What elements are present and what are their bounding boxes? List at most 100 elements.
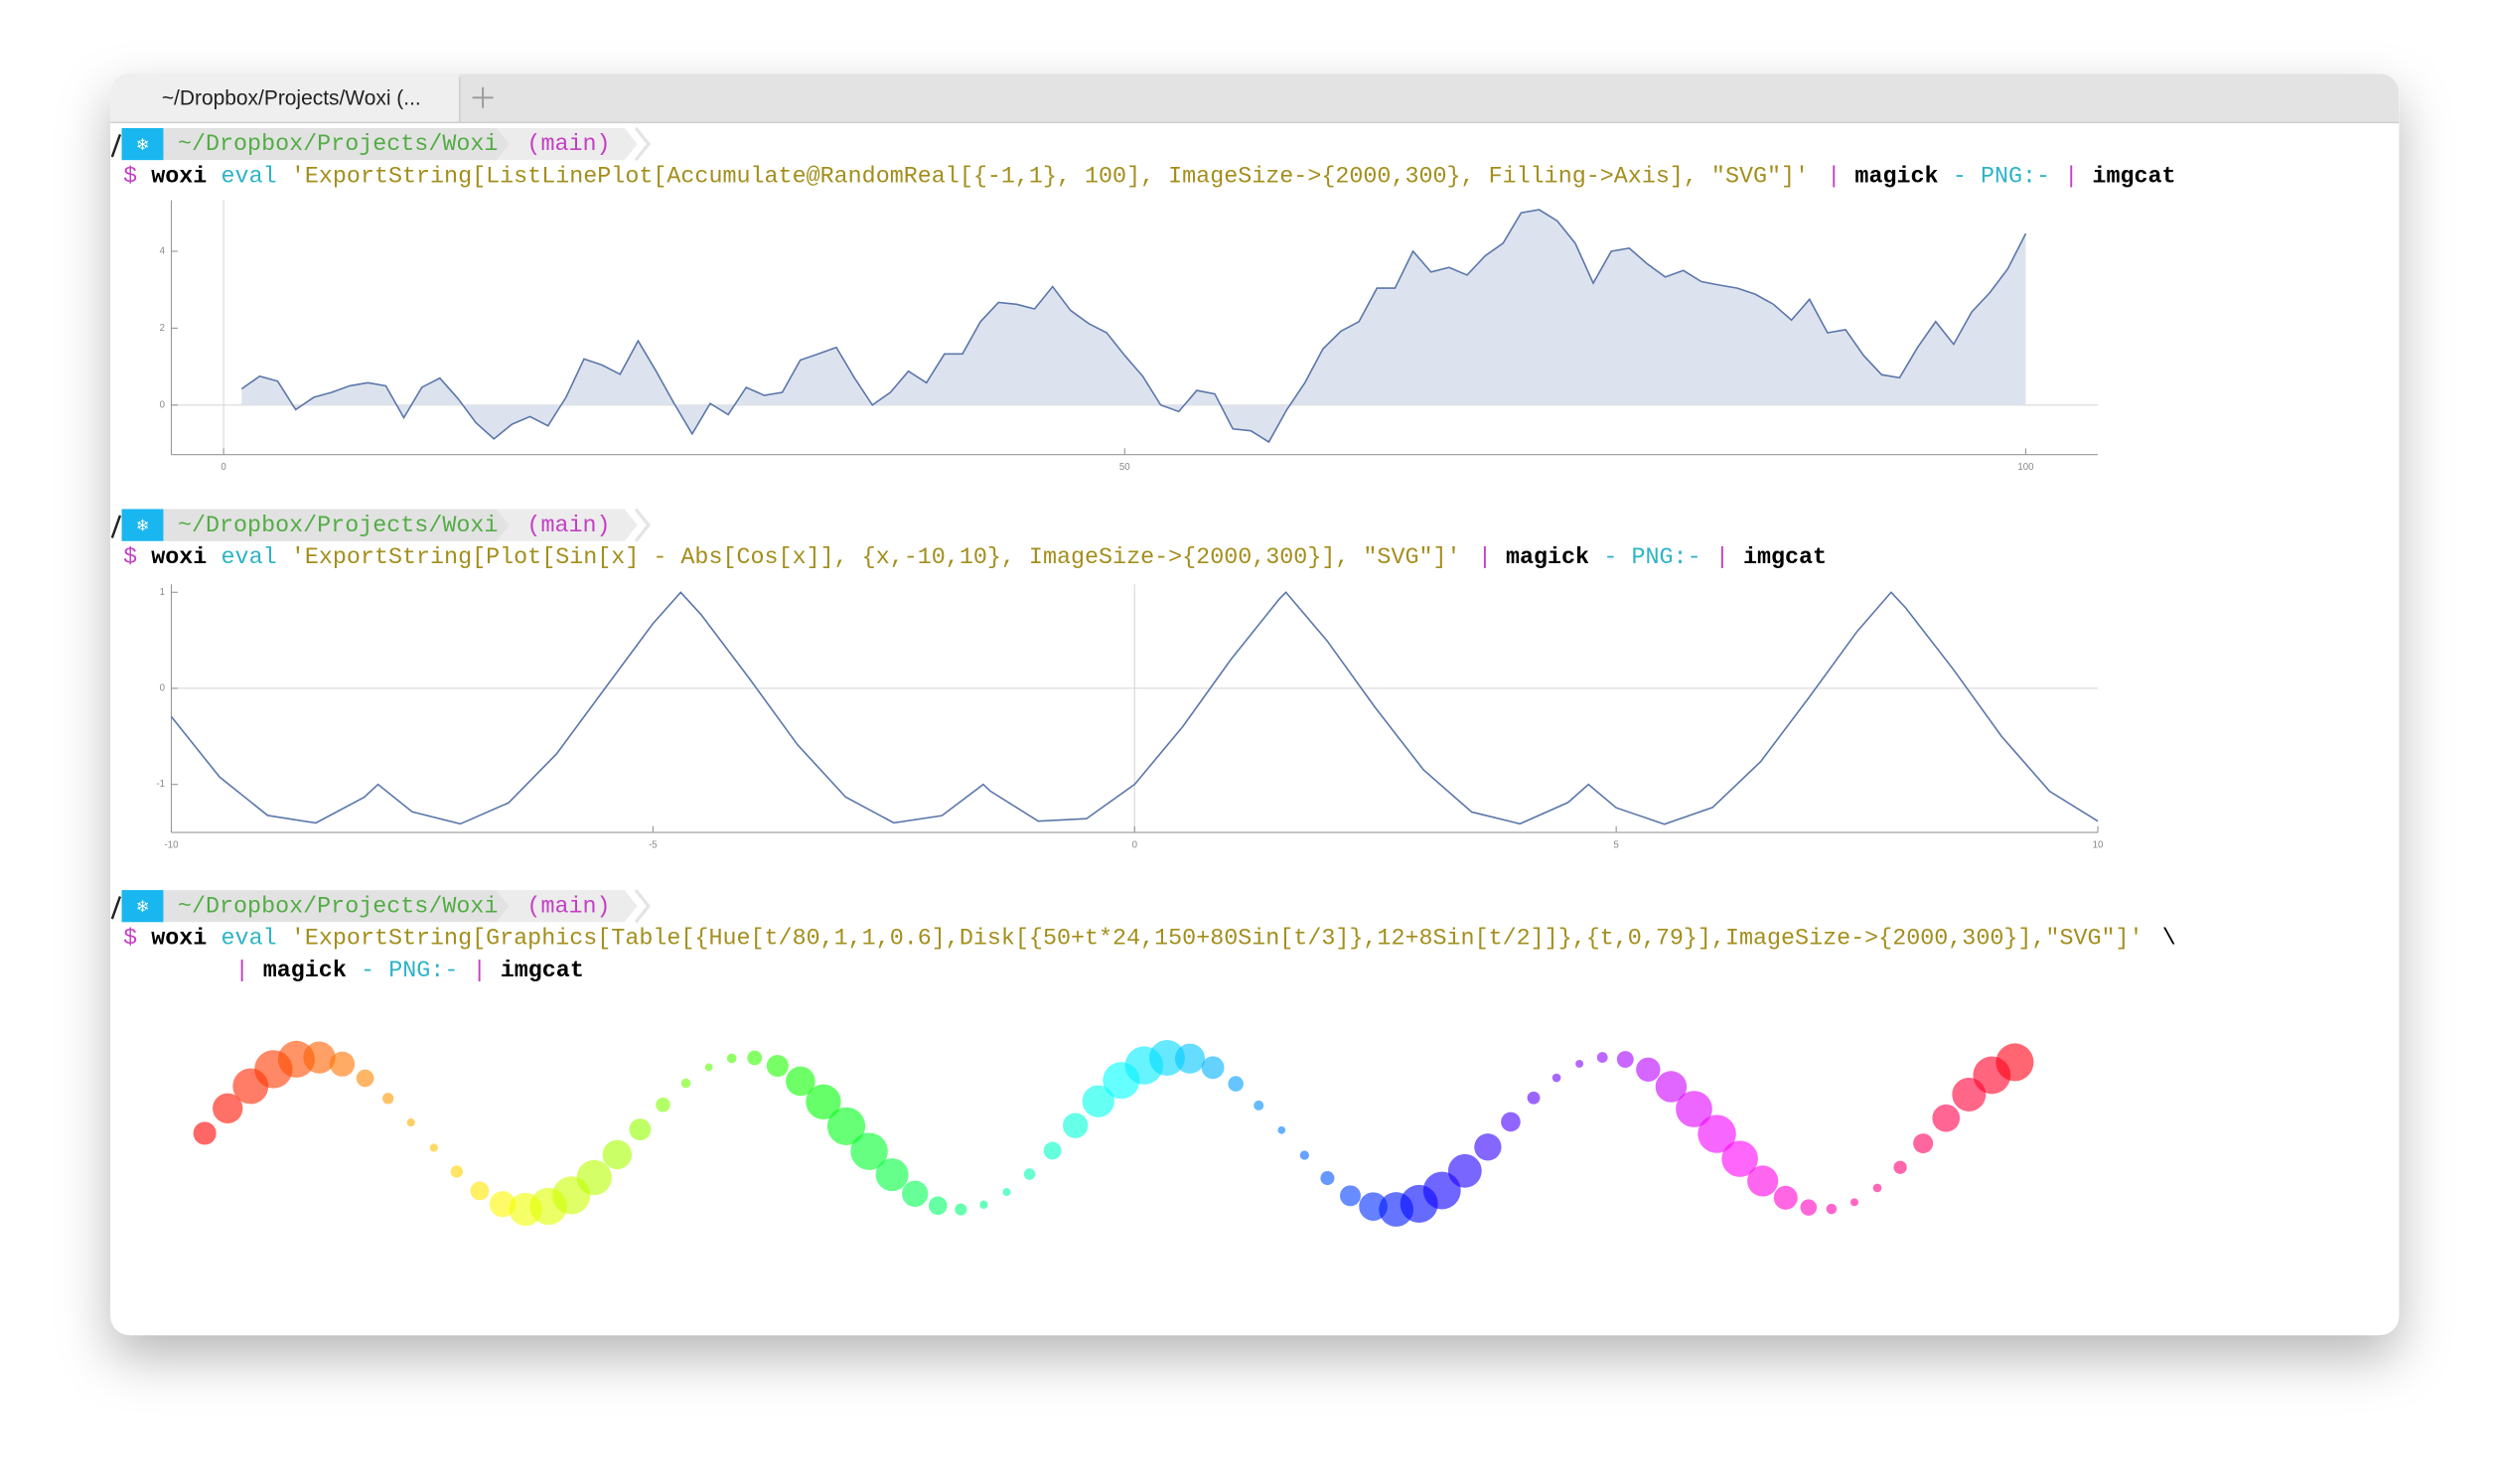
prompt-chevron <box>634 889 652 924</box>
prompt-branch: (main) <box>526 132 610 158</box>
disk <box>1655 1071 1688 1103</box>
disk <box>406 1118 415 1127</box>
command-token: | <box>1478 545 1492 571</box>
command-token: eval <box>222 545 277 571</box>
prompt-icon: ❄ <box>136 136 150 154</box>
disk <box>656 1097 670 1113</box>
prompt-icon-bg <box>121 890 164 923</box>
disk <box>1082 1085 1114 1117</box>
y-tick-label: 1 <box>160 587 165 598</box>
disk <box>1850 1198 1858 1207</box>
prompt-icon-bg <box>121 509 164 541</box>
disk <box>1254 1100 1264 1111</box>
disk <box>303 1041 336 1074</box>
disk <box>1422 1171 1461 1210</box>
prompt-icon: ❄ <box>136 517 150 534</box>
command-token: magick <box>1506 545 1589 571</box>
prompt-path: ~/Dropbox/Projects/Woxi <box>178 132 498 158</box>
disk <box>1995 1043 2034 1082</box>
command-token: | <box>235 959 249 984</box>
disk <box>1277 1125 1286 1134</box>
terminal: ❄ ~/Dropbox/Projects/Woxi (main) $ woxi eval '… <box>110 126 2176 984</box>
command-token: PNG:- <box>1981 164 2050 190</box>
disk <box>429 1143 438 1152</box>
disk <box>704 1063 713 1072</box>
command-token: imgcat <box>1743 545 1827 571</box>
prompt-branch-bg <box>493 890 638 923</box>
command-token: $ <box>123 927 137 953</box>
prompt-edge <box>110 133 122 158</box>
x-tick-label: -10 <box>165 839 179 850</box>
disk <box>1002 1188 1011 1197</box>
command-token: magick <box>263 959 347 984</box>
disk <box>826 1107 866 1145</box>
disk <box>213 1093 243 1123</box>
disk <box>928 1196 948 1216</box>
disk <box>1320 1171 1335 1186</box>
prompt-branch: (main) <box>526 894 610 920</box>
disk <box>576 1159 612 1196</box>
disk <box>1932 1104 1961 1132</box>
y-tick-label: -1 <box>156 779 165 790</box>
disk <box>1043 1141 1062 1160</box>
disk <box>1447 1153 1482 1188</box>
disk <box>806 1084 841 1119</box>
disk <box>470 1181 490 1201</box>
command-token: PNG:- <box>1631 545 1700 571</box>
command-token: woxi <box>151 927 207 953</box>
command-token: imgcat <box>501 959 584 984</box>
command-token: \ <box>2162 927 2176 953</box>
tab[interactable] <box>110 74 460 124</box>
command-token: eval <box>222 164 277 190</box>
line <box>170 591 2099 825</box>
y-tick-label: 4 <box>160 245 166 256</box>
x-tick-label: -5 <box>649 839 658 850</box>
disk <box>1527 1091 1541 1105</box>
x-tick-label: 5 <box>1613 839 1618 850</box>
new-tab-button[interactable] <box>472 86 494 108</box>
disk <box>450 1165 464 1178</box>
disk <box>1676 1091 1712 1127</box>
prompt-path-bg <box>163 509 510 541</box>
command-token: 'ExportString[Graphics[Table[{Hue[t/80,1… <box>291 927 2143 953</box>
prompt-path: ~/Dropbox/Projects/Woxi <box>178 894 498 920</box>
command-token: $ <box>123 164 137 190</box>
x-tick-label: 50 <box>1119 462 1130 473</box>
disk <box>902 1180 929 1207</box>
disk <box>1023 1168 1036 1180</box>
prompt-path-bg <box>163 890 510 923</box>
disk <box>193 1121 217 1145</box>
command-token: - <box>361 959 374 984</box>
command-token: - <box>1953 164 1967 190</box>
disk <box>382 1093 394 1105</box>
area-fill <box>241 210 2026 442</box>
disk <box>1148 1040 1185 1076</box>
disk <box>1596 1052 1608 1063</box>
disk <box>1228 1076 1244 1092</box>
command-token: | <box>1827 164 1841 190</box>
command-token: 'ExportString[ListLinePlot[Accumulate@Ra… <box>291 164 1809 190</box>
disk <box>329 1051 356 1077</box>
disk <box>1913 1133 1934 1154</box>
prompt-path: ~/Dropbox/Projects/Woxi <box>178 514 498 539</box>
prompt-icon-bg <box>121 127 164 161</box>
y-tick-label: 2 <box>160 323 165 334</box>
disk <box>850 1132 888 1170</box>
prompt-icon: ❄ <box>136 898 150 916</box>
disk <box>1616 1051 1634 1068</box>
disk <box>1800 1199 1818 1216</box>
disk <box>955 1203 967 1216</box>
x-tick-label: 0 <box>1132 839 1137 850</box>
disk <box>1773 1185 1798 1210</box>
y-tick-label: 0 <box>160 399 165 410</box>
disk <box>1340 1185 1361 1207</box>
x-tick-label: 10 <box>2093 839 2104 850</box>
prompt-branch: (main) <box>526 514 610 539</box>
command-token: $ <box>123 545 137 571</box>
disk <box>1551 1073 1561 1083</box>
command-token: woxi <box>151 545 207 571</box>
prompt-branch-bg <box>493 127 638 161</box>
command-token: PNG:- <box>388 959 458 984</box>
